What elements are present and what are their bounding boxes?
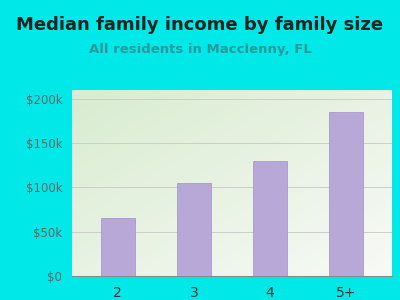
Bar bbox=[177, 183, 211, 276]
Text: Median family income by family size: Median family income by family size bbox=[16, 16, 384, 34]
Bar bbox=[253, 161, 287, 276]
Bar bbox=[100, 218, 135, 276]
Bar bbox=[329, 112, 364, 276]
Text: All residents in Macclenny, FL: All residents in Macclenny, FL bbox=[88, 44, 312, 56]
